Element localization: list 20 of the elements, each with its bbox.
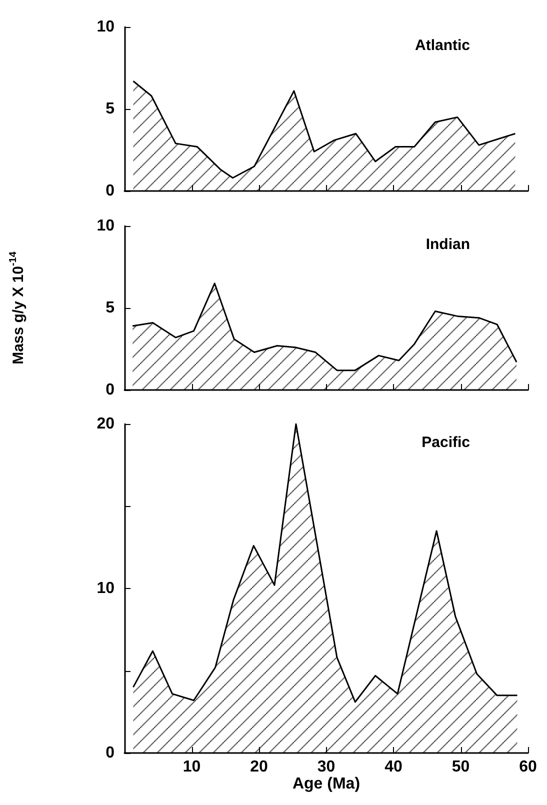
x-axis-title: Age (Ma) (292, 775, 360, 792)
y-tick-label: 0 (106, 182, 115, 200)
x-tick-label: 20 (250, 758, 268, 776)
x-tick-label: 40 (384, 758, 402, 776)
y-tick-label: 5 (106, 300, 115, 316)
y-axis-title: Mass g/y X 10-14 (8, 251, 27, 364)
x-tick-label: 50 (452, 758, 470, 776)
y-tick-label: 5 (106, 100, 115, 118)
text: Indian (426, 236, 470, 253)
x-tick-label: 10 (182, 758, 201, 776)
y-tick-label: 0 (106, 744, 115, 762)
y-tick-label: 10 (96, 580, 115, 597)
x-tick-label: 30 (317, 758, 336, 776)
text: Atlantic (414, 37, 470, 54)
x-tick-label: 60 (519, 758, 537, 776)
y-tick-label: 20 (96, 416, 115, 432)
y-tick-label: 10 (96, 18, 115, 36)
text: Pacific (422, 434, 470, 451)
y-tick-label: 0 (106, 382, 115, 398)
y-tick-label: 10 (96, 218, 115, 234)
